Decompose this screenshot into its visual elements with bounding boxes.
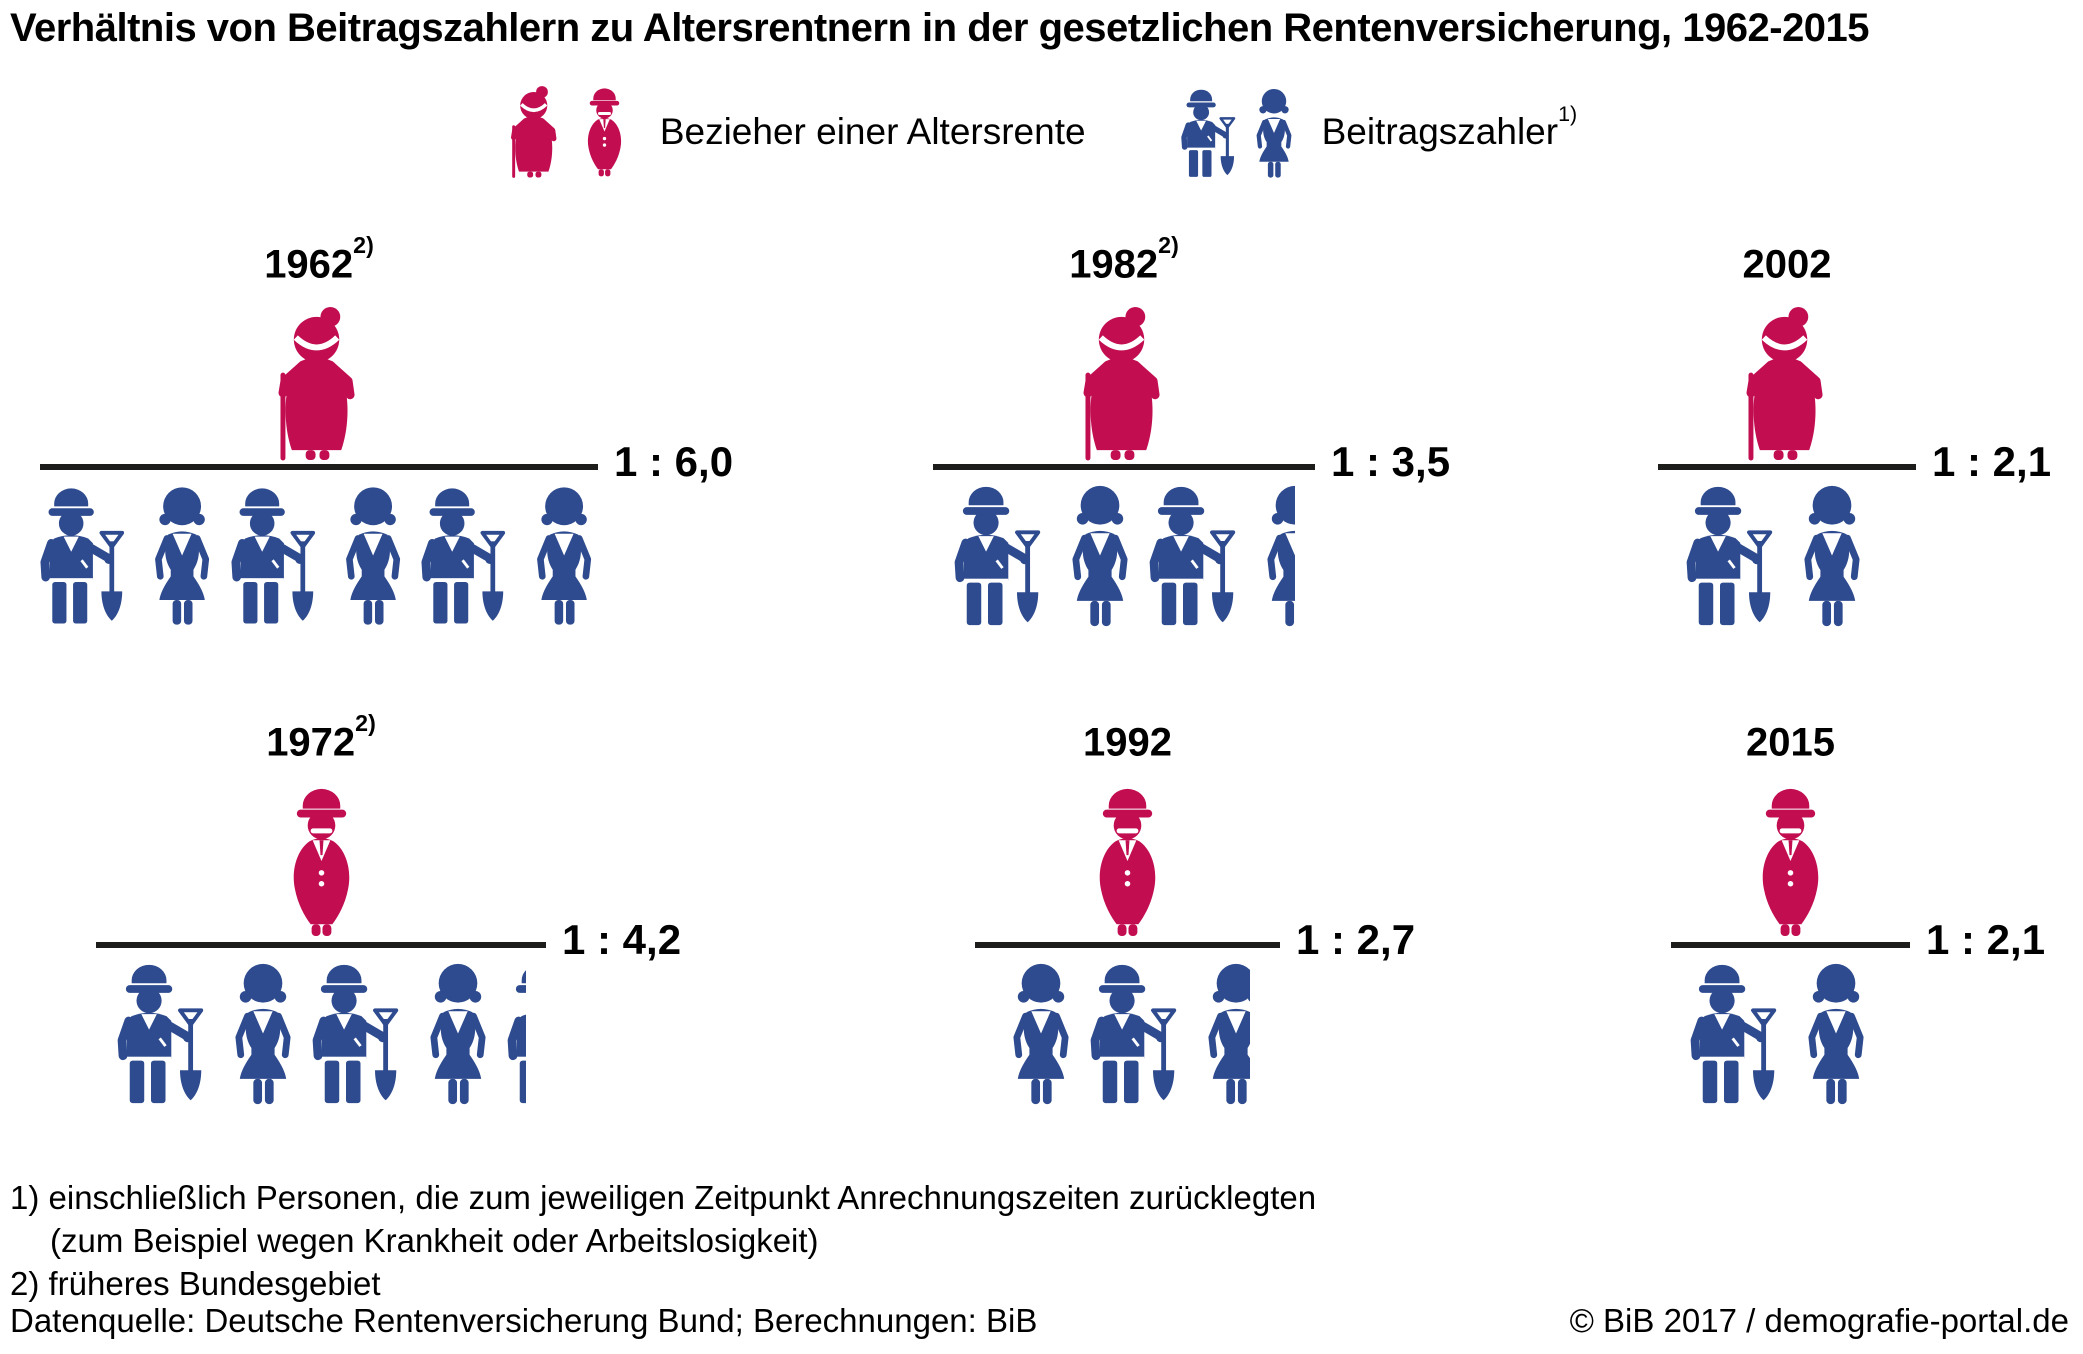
ratio-value: 1 : 2,1 — [1926, 916, 2046, 963]
contributor-figures — [1671, 956, 1910, 1106]
contributor-woman-icon — [429, 963, 486, 1105]
pensioner-man-icon — [1099, 788, 1156, 937]
legend-group-contributors: Beitragszahler1) — [1180, 87, 1578, 179]
ratio-divider-line — [1658, 464, 1916, 470]
panel-1962: 19622) 1 : 6,0 — [40, 231, 733, 628]
legend-contributor-icons — [1180, 87, 1296, 179]
pensioner-woman-icon — [510, 86, 557, 178]
partial-woman-figure — [1885, 961, 1892, 1106]
ratio-value: 1 : 3,5 — [1331, 438, 1451, 485]
panel-year-label: 19822) — [1069, 231, 1179, 287]
contributor-man-icon — [954, 486, 1040, 626]
partial-woman-figure — [1881, 483, 1888, 628]
contributor-woman-icon — [346, 487, 401, 625]
footnote-1-line-1: 1) einschließlich Personen, die zum jewe… — [10, 1179, 1317, 1216]
legend-group-pensioners: Bezieher einer Altersrente — [506, 84, 1086, 179]
contributor-woman-icon — [1881, 483, 1888, 628]
pensioner-figure — [40, 290, 598, 462]
contributor-man-icon — [1690, 964, 1776, 1104]
pensioner-man-icon — [587, 88, 621, 177]
partial-man-figure — [507, 961, 526, 1106]
contributor-man-icon — [421, 488, 506, 624]
legend-pensioner-icons — [506, 84, 634, 179]
contributor-man-icon — [117, 964, 203, 1104]
contributor-woman-icon — [1804, 485, 1860, 627]
pensioner-man-icon — [1762, 788, 1819, 937]
panel-year-label: 2002 — [1742, 242, 1832, 287]
panel-year-label: 19722) — [266, 709, 376, 765]
contributor-man-icon — [1180, 89, 1235, 177]
pensioner-figure — [1671, 768, 1910, 940]
pensioner-figure — [96, 768, 546, 940]
contributor-figures — [975, 956, 1280, 1106]
contributor-man-icon — [231, 488, 315, 624]
ratio-divider-line — [933, 464, 1315, 470]
contributor-woman-icon — [1885, 961, 1892, 1106]
panel-1982: 19822) 1 : 3,5 — [933, 231, 1450, 628]
contributor-man-icon — [1686, 486, 1773, 626]
footnote-1-line-2: (zum Beispiel wegen Krankheit oder Arbei… — [50, 1222, 819, 1259]
contributor-figures — [933, 478, 1315, 628]
contributor-woman-icon — [1207, 963, 1250, 1105]
contributor-figures — [1658, 478, 1916, 628]
panel-1992: 1992 1 : 2,7 — [975, 720, 1415, 1106]
legend-pensioners-label: Bezieher einer Altersrente — [659, 111, 1086, 152]
pensioner-figure — [933, 290, 1315, 462]
panel-2015: 2015 1 : 2,1 — [1671, 720, 2045, 1106]
ratio-divider-line — [40, 464, 598, 470]
partial-woman-figure — [1260, 483, 1295, 628]
footnote-2: 2) früheres Bundesgebiet — [10, 1265, 381, 1302]
pensioner-figure — [975, 768, 1280, 940]
contributor-man-icon — [1149, 486, 1235, 626]
contributor-woman-icon — [536, 487, 591, 625]
ratio-divider-line — [975, 942, 1280, 948]
contributor-woman-icon — [1807, 963, 1864, 1105]
contributor-figures — [40, 478, 598, 628]
contributor-man-icon — [40, 488, 125, 624]
contributor-woman-icon — [1256, 89, 1291, 178]
panel-year-label: 1992 — [1083, 720, 1172, 765]
legend: Bezieher einer Altersrente Beitragszahle… — [0, 84, 2083, 179]
pensioner-woman-icon — [1083, 306, 1160, 461]
pensioner-woman-icon — [278, 306, 355, 461]
pensioner-figure — [1658, 290, 1916, 462]
page-title: Verhältnis von Beitragszahlern zu Alters… — [10, 6, 1870, 50]
panel-2002: 2002 1 : 2,1 — [1658, 242, 2051, 628]
panel-year-label: 2015 — [1746, 720, 1835, 765]
ratio-value: 1 : 2,1 — [1932, 438, 2052, 485]
contributor-woman-icon — [234, 963, 291, 1105]
legend-contributors-label: Beitragszahler1) — [1321, 102, 1578, 152]
ratio-value: 1 : 6,0 — [614, 438, 734, 485]
contributor-man-icon — [507, 970, 526, 1104]
contributor-figures — [96, 956, 546, 1106]
panel-1972: 19722) 1 : 4,2 — [96, 709, 681, 1106]
contributor-woman-icon — [1012, 963, 1069, 1105]
pensioner-woman-icon — [1746, 306, 1823, 461]
pensioner-man-icon — [293, 788, 349, 937]
contributor-woman-icon — [1071, 485, 1128, 627]
partial-woman-figure — [1201, 961, 1250, 1106]
footnotes: 1) einschließlich Personen, die zum jewe… — [10, 1176, 1316, 1305]
contributor-man-icon — [312, 964, 398, 1104]
data-source: Datenquelle: Deutsche Rentenversicherung… — [10, 1302, 1038, 1339]
contributor-woman-icon — [155, 487, 210, 625]
copyright: © BiB 2017 / demografie-portal.de — [1569, 1302, 2069, 1339]
contributor-woman-icon — [1266, 485, 1295, 627]
ratio-value: 1 : 4,2 — [562, 916, 682, 963]
ratio-value: 1 : 2,7 — [1296, 916, 1416, 963]
ratio-divider-line — [1671, 942, 1910, 948]
contributor-man-icon — [1090, 964, 1176, 1104]
ratio-divider-line — [96, 942, 546, 948]
panel-year-label: 19622) — [264, 231, 374, 287]
